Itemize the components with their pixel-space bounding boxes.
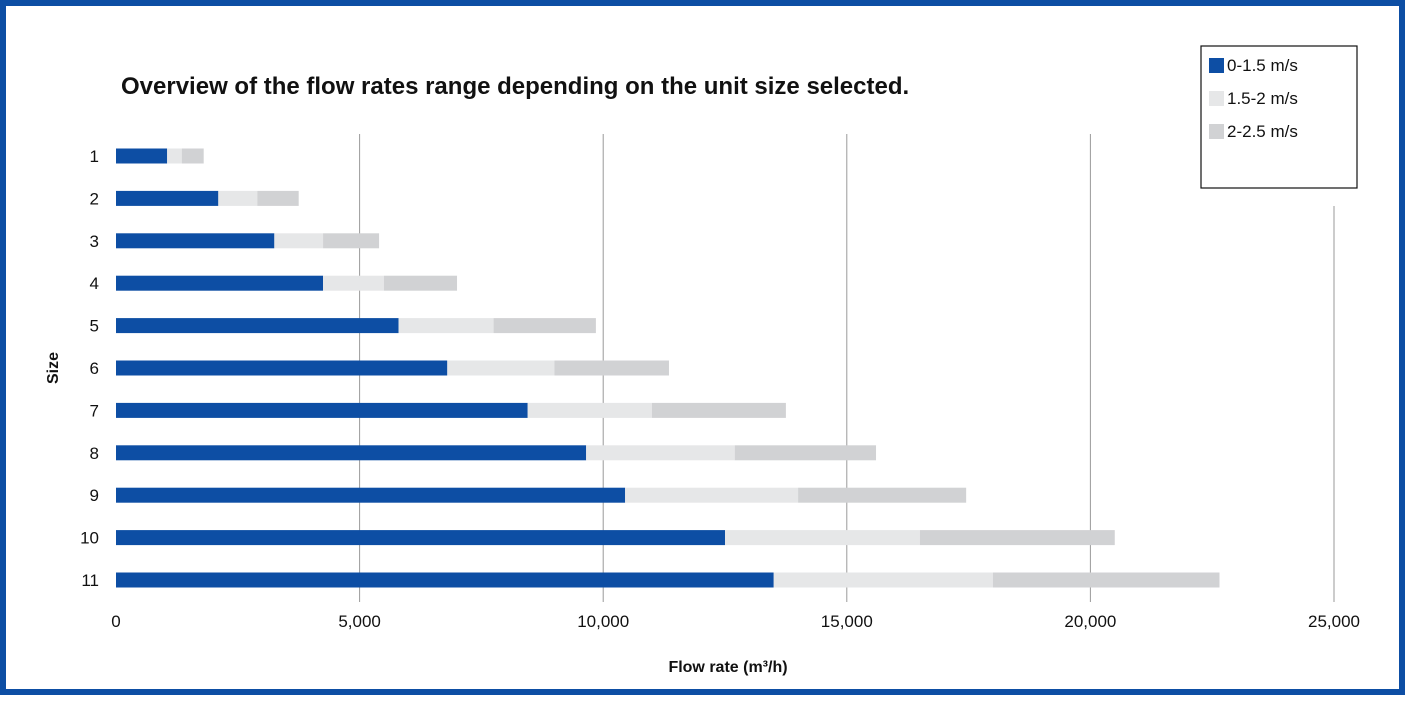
x-tick-label: 0 bbox=[111, 612, 120, 631]
y-tick-label: 1 bbox=[90, 147, 99, 166]
bars bbox=[116, 148, 1220, 588]
legend-swatch-1 bbox=[1209, 91, 1224, 106]
bar-size-9-series-0 bbox=[116, 487, 626, 503]
bar-size-8-series-2 bbox=[734, 445, 877, 461]
bar-size-9-series-2 bbox=[798, 487, 967, 503]
bar-size-3-series-0 bbox=[116, 233, 275, 249]
bar-size-5-series-1 bbox=[398, 318, 494, 334]
bar-size-6-series-1 bbox=[447, 360, 555, 376]
y-tick-label: 4 bbox=[90, 274, 99, 293]
bar-size-11-series-2 bbox=[992, 572, 1220, 588]
bar-size-5-series-2 bbox=[493, 318, 596, 334]
legend-swatch-0 bbox=[1209, 58, 1224, 73]
y-tick-label: 9 bbox=[90, 486, 99, 505]
bar-size-10-series-1 bbox=[725, 530, 920, 546]
bar-size-2-series-2 bbox=[257, 190, 299, 206]
bar-size-5-series-0 bbox=[116, 318, 399, 334]
y-tick-label: 10 bbox=[80, 529, 99, 548]
bar-size-6-series-2 bbox=[554, 360, 669, 376]
x-tick-label: 25,000 bbox=[1308, 612, 1360, 631]
bar-size-4-series-1 bbox=[323, 275, 384, 291]
bar-size-3-series-1 bbox=[274, 233, 324, 249]
bar-size-1-series-1 bbox=[167, 148, 182, 164]
y-tick-label: 6 bbox=[90, 359, 99, 378]
bar-size-3-series-2 bbox=[323, 233, 380, 249]
x-axis-label: Flow rate (m³/h) bbox=[668, 659, 787, 676]
y-tick-label: 8 bbox=[90, 444, 99, 463]
x-tick-label: 20,000 bbox=[1064, 612, 1116, 631]
legend-label-2: 2-2.5 m/s bbox=[1227, 122, 1298, 141]
bar-size-10-series-2 bbox=[919, 530, 1115, 546]
chart-title: Overview of the flow rates range dependi… bbox=[121, 73, 909, 100]
bar-size-11-series-0 bbox=[116, 572, 774, 588]
gridlines bbox=[359, 134, 1335, 602]
bar-size-7-series-0 bbox=[116, 402, 528, 418]
bar-size-2-series-1 bbox=[218, 190, 258, 206]
x-tick-label: 5,000 bbox=[338, 612, 381, 631]
bar-size-4-series-0 bbox=[116, 275, 324, 291]
y-tick-label: 11 bbox=[81, 571, 99, 590]
bar-size-11-series-1 bbox=[773, 572, 993, 588]
x-tick-label: 10,000 bbox=[577, 612, 629, 631]
bar-size-1-series-2 bbox=[181, 148, 204, 164]
y-tick-label: 3 bbox=[90, 232, 99, 251]
x-axis-ticks: 0 5,000 10,000 15,000 20,000 25,000 bbox=[111, 612, 1360, 631]
y-tick-label: 7 bbox=[90, 401, 99, 420]
y-axis-label: Size bbox=[45, 352, 62, 384]
bar-size-8-series-0 bbox=[116, 445, 587, 461]
bar-size-10-series-0 bbox=[116, 530, 725, 546]
bar-size-9-series-1 bbox=[625, 487, 799, 503]
bar-size-4-series-2 bbox=[383, 275, 458, 291]
legend: 0-1.5 m/s 1.5-2 m/s 2-2.5 m/s bbox=[1200, 45, 1358, 189]
y-tick-label: 2 bbox=[90, 189, 99, 208]
y-tick-label: 5 bbox=[90, 317, 99, 336]
bar-size-7-series-2 bbox=[651, 402, 786, 418]
bar-chart: Overview of the flow rates range dependi… bbox=[45, 45, 1360, 676]
legend-label-1: 1.5-2 m/s bbox=[1227, 89, 1298, 108]
x-tick-label: 15,000 bbox=[821, 612, 873, 631]
legend-swatch-2 bbox=[1209, 124, 1224, 139]
bar-size-1-series-0 bbox=[116, 148, 168, 164]
bar-size-8-series-1 bbox=[586, 445, 735, 461]
y-axis-ticks: 1 2 3 4 5 6 7 8 9 10 11 bbox=[80, 147, 99, 590]
bar-size-7-series-1 bbox=[527, 402, 652, 418]
bar-size-6-series-0 bbox=[116, 360, 448, 376]
legend-box bbox=[1200, 45, 1358, 189]
bar-size-2-series-0 bbox=[116, 190, 219, 206]
legend-label-0: 0-1.5 m/s bbox=[1227, 56, 1298, 75]
